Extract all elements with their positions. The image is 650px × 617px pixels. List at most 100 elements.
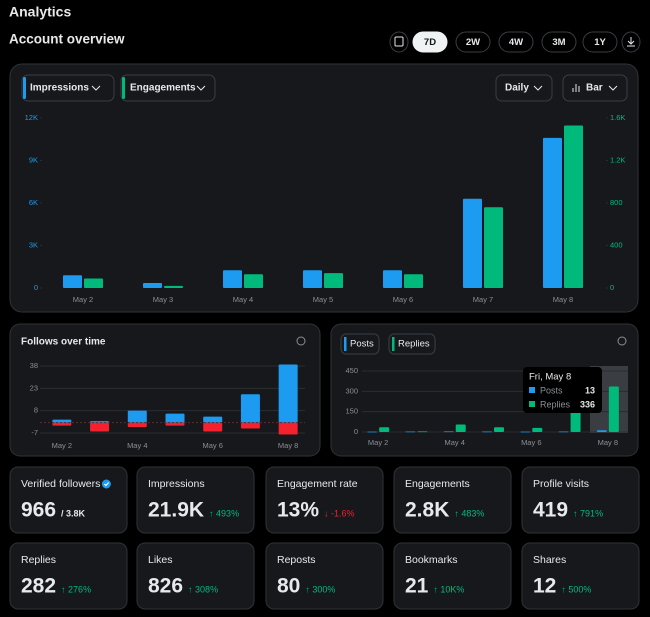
chevron	[608, 85, 618, 91]
bar	[90, 422, 110, 432]
bar	[532, 427, 543, 432]
y-tick-label: 150	[345, 407, 358, 416]
x-tick-label: May 2	[52, 441, 72, 450]
stat-value: 21.9K	[148, 499, 204, 522]
x-tick-label: May 8	[278, 441, 298, 450]
bar	[324, 273, 343, 288]
metric-select[interactable]	[21, 74, 115, 102]
interval-select[interactable]	[495, 74, 553, 102]
x-tick-label: May 4	[127, 441, 147, 450]
bar	[494, 427, 504, 432]
range-button[interactable]	[498, 31, 534, 53]
stat-label: Reposts	[277, 554, 316, 566]
bar	[520, 431, 531, 433]
y-tick-label: 1.6K	[610, 113, 625, 122]
y-tick-label: 400	[610, 240, 623, 249]
legend-chip[interactable]	[388, 333, 436, 355]
stat-card	[393, 466, 512, 534]
download-button[interactable]	[621, 31, 641, 53]
section-title: Account overview	[9, 32, 125, 47]
bar	[203, 422, 223, 432]
bar	[164, 285, 183, 288]
chart-kind-select[interactable]	[562, 74, 628, 102]
bar	[240, 422, 260, 429]
stat-value: 13%	[277, 499, 319, 522]
tooltip: Fri, May 8 Posts 13 Replies 336	[523, 367, 602, 413]
tooltip-title: Fri, May 8	[529, 372, 571, 383]
charts: 0 3K 6K 9K 12K 0 400 800 1.2K 1.6K May 2 May 3 May 4…	[25, 113, 628, 450]
y-tick-label: 38	[30, 361, 38, 370]
x-tick-label: May 3	[153, 295, 173, 304]
x-tick-label: May 5	[313, 295, 333, 304]
stat-label: Verified followers	[21, 478, 100, 490]
bar	[165, 413, 185, 423]
download-icon	[627, 37, 635, 47]
range-button[interactable]	[455, 31, 491, 53]
tooltip-swatch	[529, 401, 535, 407]
legend-label: Replies	[398, 339, 430, 350]
bar	[52, 419, 72, 423]
stat-label: Shares	[533, 554, 566, 566]
stat-value: 419	[533, 499, 568, 522]
bar	[127, 410, 147, 423]
y-tick-label: 450	[345, 366, 358, 375]
stat-sub: / 3.8K	[61, 508, 86, 518]
bar	[278, 364, 298, 423]
y-tick-label: 1.2K	[610, 155, 625, 164]
bar	[303, 270, 322, 288]
x-tick-label: May 8	[553, 295, 573, 304]
bar	[417, 431, 428, 433]
legend-chip[interactable]	[340, 333, 380, 355]
interval-label: Daily	[505, 83, 529, 94]
metric-select[interactable]	[120, 74, 216, 102]
bar	[463, 198, 482, 288]
stat-cards: Verified followers 966 / 3.8K Impressions 21…	[9, 466, 640, 610]
bar	[596, 430, 607, 432]
x-tick-label: May 6	[521, 438, 541, 447]
y-tick-label: -7	[31, 428, 38, 437]
metric-select-label: Engagements	[130, 83, 196, 94]
legend-swatch	[344, 337, 347, 351]
bar	[278, 422, 298, 435]
info-icon[interactable]	[617, 336, 627, 346]
tooltip-label: Replies	[540, 399, 571, 409]
x-tick-label: May 7	[473, 295, 493, 304]
x-tick-label: May 6	[393, 295, 413, 304]
range-button[interactable]	[412, 31, 448, 53]
tooltip-label: Posts	[540, 385, 563, 395]
stat-card	[9, 542, 128, 610]
x-tick-label: May 6	[202, 441, 222, 450]
bar	[367, 431, 378, 433]
bar	[608, 386, 619, 432]
bar	[52, 422, 72, 426]
chevron	[196, 85, 206, 91]
metric-select-label: Impressions	[30, 83, 89, 94]
x-tick-label: May 8	[598, 438, 618, 447]
stat-label: Profile visits	[533, 478, 589, 490]
legend-swatch	[392, 337, 395, 351]
y-tick-label: 9K	[29, 155, 38, 164]
bar	[482, 431, 492, 433]
range-label: 1Y	[594, 37, 606, 48]
range-label: 4W	[509, 37, 523, 48]
stat-change: ↑ 308%	[188, 584, 218, 594]
range-button[interactable]	[582, 31, 618, 53]
info-icon[interactable]	[296, 336, 306, 346]
verified-badge	[101, 479, 111, 489]
x-tick-label: May 4	[444, 438, 464, 447]
stat-card	[265, 466, 384, 534]
x-tick-label: May 2	[368, 438, 388, 447]
posts-panel	[330, 323, 639, 457]
bar	[165, 422, 185, 426]
stat-value: 80	[277, 575, 300, 598]
range-button[interactable]	[541, 31, 577, 53]
range-label: 7D	[424, 37, 436, 48]
stat-card	[136, 542, 255, 610]
bar	[455, 424, 466, 432]
stat-label: Engagement rate	[277, 478, 358, 490]
calendar-button[interactable]	[389, 31, 409, 53]
tooltip-value: 13	[585, 385, 595, 395]
calendar-icon	[394, 36, 404, 47]
page-title: Analytics	[9, 4, 71, 20]
